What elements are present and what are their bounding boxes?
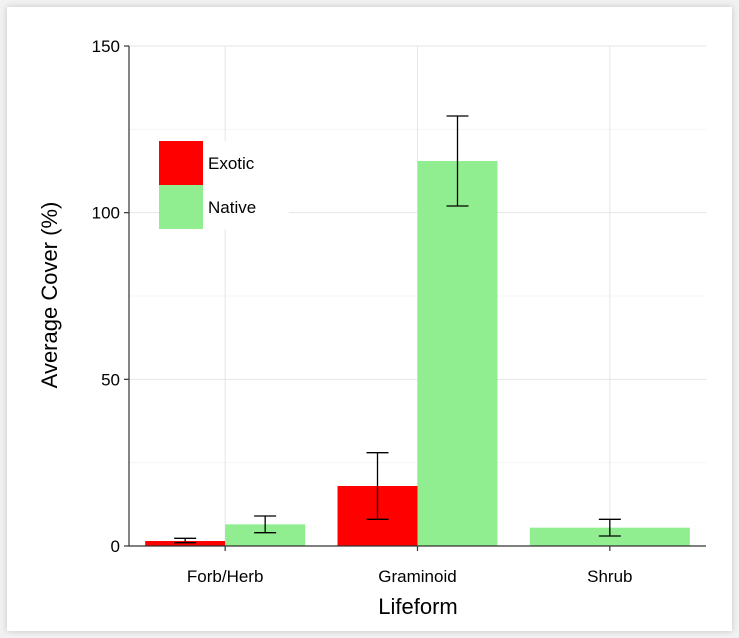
legend: Exotic Native (159, 141, 289, 229)
bar-native (529, 527, 690, 546)
y-tick-label: 50 (101, 370, 120, 389)
x-tick-label: Forb/Herb (187, 567, 264, 586)
y-tick-label: 100 (92, 204, 120, 223)
legend-key-native (159, 185, 203, 229)
x-axis-title: Lifeform (378, 594, 457, 619)
y-tick-label: 150 (92, 37, 120, 56)
error-bars (174, 115, 621, 544)
x-tick-label: Shrub (587, 567, 632, 586)
bar-native (225, 524, 306, 546)
y-tick-label: 0 (111, 537, 120, 556)
bar-exotic (145, 541, 226, 546)
legend-key-exotic (159, 141, 203, 185)
y-axis-title: Average Cover (%) (37, 202, 62, 389)
x-tick-label: Graminoid (378, 567, 456, 586)
legend-label-native: Native (208, 198, 256, 217)
bar-native (417, 161, 498, 546)
legend-label-exotic: Exotic (208, 154, 255, 173)
axes: 0 50 100 150 Forb/Herb Graminoid Shrub (92, 37, 633, 586)
